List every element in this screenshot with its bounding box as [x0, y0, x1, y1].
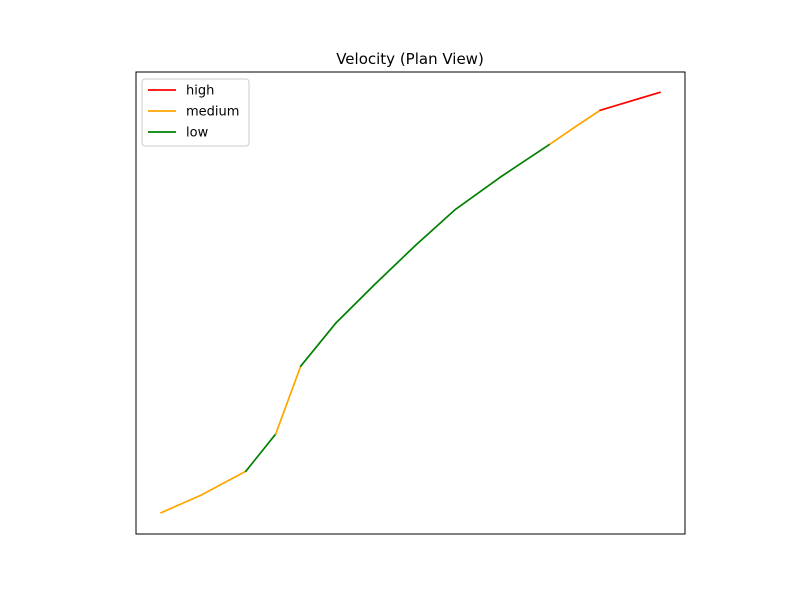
path-segment-low — [334, 282, 377, 325]
axes-frame — [135, 71, 686, 535]
path-segment-low — [244, 433, 277, 473]
legend-label-medium: medium — [186, 105, 239, 120]
path-segment-medium — [200, 470, 247, 497]
path-segment-low — [414, 208, 457, 247]
path-segment-low — [374, 244, 417, 285]
path-segment-low — [454, 176, 502, 211]
path-segment-low — [499, 143, 552, 178]
path-segment-medium — [574, 109, 602, 128]
path-segment-low — [299, 322, 337, 368]
path-segment-high — [599, 91, 661, 112]
chart-title: Velocity (Plan View) — [336, 50, 484, 68]
legend-box — [141, 78, 250, 147]
legend-label-high: high — [186, 84, 214, 99]
legend: high medium low — [141, 78, 250, 147]
velocity-path — [160, 91, 661, 514]
path-segment-medium — [274, 365, 302, 435]
path-segment-medium — [160, 494, 202, 514]
path-segment-medium — [549, 126, 577, 145]
legend-label-low: low — [186, 126, 209, 141]
